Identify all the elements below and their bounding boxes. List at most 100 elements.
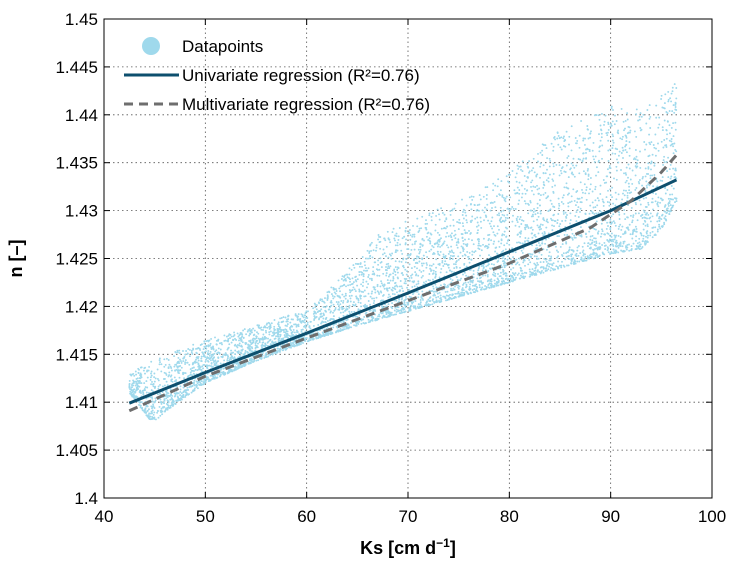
scatter-point <box>512 207 515 210</box>
scatter-point <box>207 349 210 352</box>
scatter-point <box>156 410 159 412</box>
scatter-point <box>653 162 656 165</box>
scatter-point <box>463 291 466 294</box>
scatter-point <box>343 278 346 281</box>
scatter-point <box>285 335 287 338</box>
scatter-point <box>444 260 447 263</box>
scatter-point <box>601 157 603 160</box>
scatter-point <box>672 187 675 190</box>
scatter-point <box>534 213 537 216</box>
scatter-point <box>449 210 452 213</box>
scatter-point <box>613 123 616 126</box>
scatter-point <box>625 166 628 169</box>
scatter-point <box>224 352 227 355</box>
scatter-point <box>597 212 600 215</box>
scatter-point <box>470 258 473 261</box>
scatter-point <box>446 284 449 287</box>
scatter-point <box>419 303 422 306</box>
scatter-point <box>476 221 479 224</box>
scatter-point <box>129 388 132 391</box>
scatter-point <box>612 109 614 111</box>
scatter-point <box>502 249 505 252</box>
scatter-point <box>646 225 649 228</box>
scatter-point <box>391 302 394 305</box>
scatter-point <box>523 277 525 280</box>
scatter-point <box>451 279 454 282</box>
scatter-point <box>414 271 417 274</box>
scatter-point <box>612 135 615 138</box>
scatter-point <box>392 279 394 282</box>
scatter-point <box>332 326 335 329</box>
scatter-point <box>165 380 168 383</box>
scatter-point <box>217 347 220 350</box>
scatter-point <box>610 124 613 127</box>
scatter-point <box>388 287 391 289</box>
scatter-point <box>273 332 276 335</box>
scatter-point <box>277 323 279 325</box>
scatter-point <box>223 373 226 376</box>
scatter-point <box>482 243 484 246</box>
scatter-point <box>559 169 562 172</box>
scatter-point <box>215 352 218 355</box>
scatter-point <box>591 253 594 256</box>
scatter-point <box>418 260 421 263</box>
scatter-point <box>199 368 202 371</box>
scatter-point <box>610 235 613 238</box>
scatter-point <box>567 258 570 261</box>
scatter-point <box>338 316 341 319</box>
scatter-point <box>374 291 377 294</box>
scatter-point <box>558 225 561 228</box>
scatter-point <box>499 220 502 223</box>
scatter-point <box>169 365 172 368</box>
scatter-point <box>542 271 545 274</box>
scatter-point <box>140 376 143 379</box>
scatter-point <box>221 343 223 346</box>
scatter-point <box>650 141 653 144</box>
scatter-point <box>425 235 428 238</box>
scatter-point <box>462 225 465 228</box>
scatter-point <box>612 238 614 241</box>
scatter-point <box>567 205 570 208</box>
scatter-point <box>629 178 632 181</box>
scatter-point <box>382 299 385 302</box>
scatter-point <box>305 337 308 339</box>
scatter-point <box>646 212 648 215</box>
scatter-point <box>372 270 375 273</box>
scatter-point <box>549 199 552 202</box>
scatter-point <box>612 252 615 255</box>
scatter-point <box>618 211 621 214</box>
scatter-point <box>130 386 133 389</box>
scatter-point <box>578 260 581 263</box>
scatter-point <box>330 300 333 302</box>
scatter-point <box>537 263 539 266</box>
scatter-point <box>589 243 592 246</box>
scatter-point <box>505 235 508 238</box>
scatter-point <box>344 292 347 295</box>
scatter-point <box>463 229 466 232</box>
scatter-point <box>190 391 193 394</box>
scatter-point <box>146 386 149 389</box>
scatter-point <box>349 283 352 286</box>
scatter-point <box>605 196 608 199</box>
scatter-point <box>474 289 477 292</box>
scatter-point <box>371 256 374 259</box>
scatter-point <box>242 329 245 332</box>
scatter-point <box>649 177 652 180</box>
scatter-point <box>462 250 465 252</box>
scatter-point <box>635 187 638 189</box>
scatter-point <box>660 140 663 143</box>
scatter-point <box>579 181 582 184</box>
scatter-point <box>428 212 431 215</box>
scatter-point <box>491 207 493 209</box>
scatter-point <box>324 297 326 300</box>
scatter-point <box>185 392 188 395</box>
scatter-point <box>550 257 553 260</box>
scatter-point <box>395 235 398 238</box>
scatter-point <box>489 279 492 281</box>
scatter-point <box>471 253 474 256</box>
scatter-point <box>481 209 484 212</box>
scatter-point <box>325 305 328 308</box>
scatter-point <box>286 334 289 337</box>
scatter-point <box>529 209 532 212</box>
scatter-point <box>506 217 509 220</box>
